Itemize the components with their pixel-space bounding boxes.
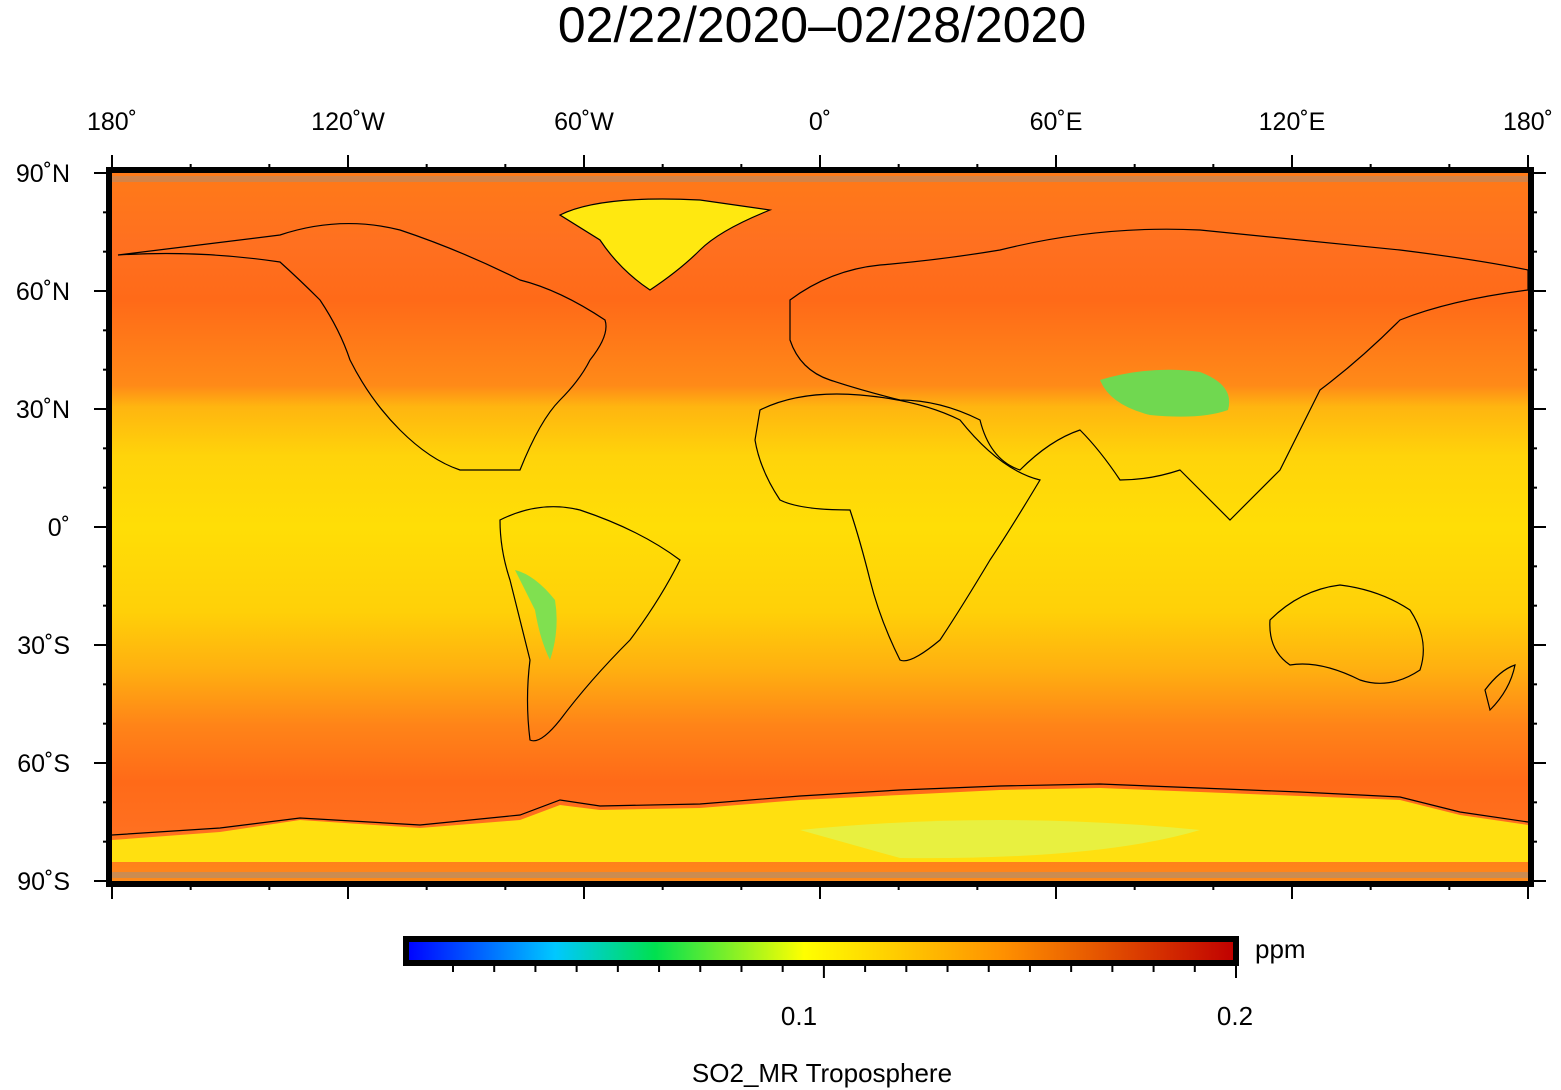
latitude-label: 30˚N [16, 396, 70, 424]
latitude-label: 0˚ [48, 514, 70, 542]
concentration-field [112, 173, 1528, 881]
south-america-outline [499, 506, 681, 742]
colorbar-tick-label-0-1: 0.1 [781, 1001, 817, 1031]
map-title: 02/22/2020–02/28/2020 [558, 0, 1086, 53]
colorbar: ppm 0.1 0.2 SO2_MR Troposphere [403, 934, 1306, 1088]
latitude-label: 60˚S [17, 750, 70, 778]
australia-outline [1269, 584, 1424, 684]
longitude-label: 180˚ [1503, 108, 1553, 136]
missing-data-north [112, 176, 1528, 182]
africa-outline [754, 393, 1041, 662]
longitude-label: 60˚E [1030, 108, 1083, 136]
colorbar-ticks [452, 966, 1237, 978]
latitude-labels: 90˚N 60˚N 30˚N 0˚ 30˚S 60˚S 90˚S [16, 160, 70, 896]
longitude-labels: 180˚ 120˚W 60˚W 0˚ 60˚E 120˚E 180˚ [87, 108, 1553, 136]
longitude-ticks [111, 155, 1529, 899]
greenland-outline [558, 198, 773, 291]
latitude-ticks [94, 172, 1546, 882]
colorbar-tick-label-0-2: 0.2 [1217, 1001, 1253, 1031]
tibet-region [1100, 369, 1230, 417]
europe-asia-outline [789, 228, 1529, 521]
antarctica-outline [111, 783, 1529, 836]
latitude-label: 90˚N [16, 160, 70, 188]
antarctica-region [112, 788, 1528, 862]
greenland-region [560, 199, 770, 290]
andes-region [515, 570, 557, 660]
longitude-label: 120˚W [311, 108, 385, 136]
colorbar-unit: ppm [1255, 934, 1306, 964]
longitude-label: 180˚ [87, 108, 137, 136]
colorbar-gradient [403, 936, 1239, 966]
latitude-label: 60˚N [16, 278, 70, 306]
north-america-outline [117, 222, 607, 471]
longitude-label: 0˚ [809, 108, 831, 136]
new-zealand-outline [1484, 664, 1516, 712]
missing-data-south [112, 872, 1528, 878]
latitude-label: 30˚S [17, 632, 70, 660]
coastlines [111, 198, 1529, 836]
antarctica-plateau [800, 820, 1200, 859]
map-field [111, 173, 1529, 881]
latitude-label: 90˚S [17, 868, 70, 896]
colorbar-variable-label: SO2_MR Troposphere [692, 1058, 952, 1088]
longitude-label: 60˚W [554, 108, 614, 136]
longitude-label: 120˚E [1259, 108, 1326, 136]
